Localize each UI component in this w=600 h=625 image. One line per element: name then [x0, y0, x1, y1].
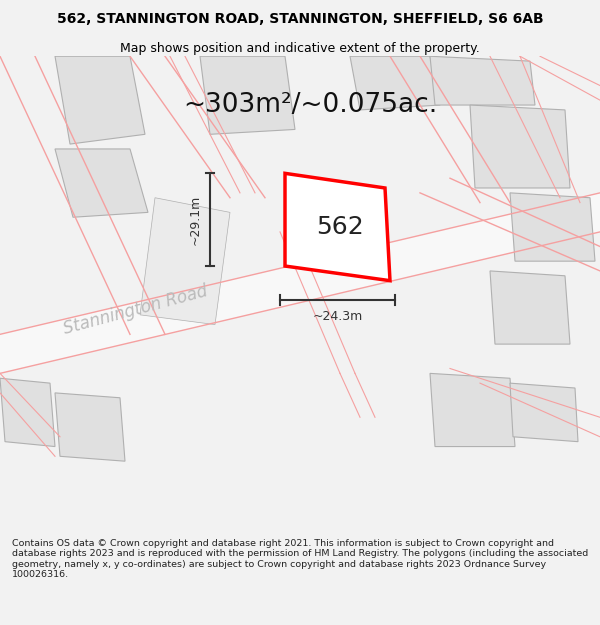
Polygon shape — [55, 56, 145, 144]
Polygon shape — [55, 149, 148, 218]
Polygon shape — [430, 373, 515, 446]
Polygon shape — [350, 56, 440, 110]
Text: ~24.3m: ~24.3m — [313, 310, 362, 323]
Polygon shape — [510, 193, 595, 261]
Text: 562: 562 — [316, 215, 364, 239]
Polygon shape — [0, 378, 55, 446]
Text: ~29.1m: ~29.1m — [189, 194, 202, 245]
Polygon shape — [470, 105, 570, 188]
Polygon shape — [490, 271, 570, 344]
Polygon shape — [510, 383, 578, 442]
Text: 562, STANNINGTON ROAD, STANNINGTON, SHEFFIELD, S6 6AB: 562, STANNINGTON ROAD, STANNINGTON, SHEF… — [56, 12, 544, 26]
Polygon shape — [285, 173, 390, 281]
Text: ~303m²/~0.075ac.: ~303m²/~0.075ac. — [183, 92, 437, 118]
Text: Contains OS data © Crown copyright and database right 2021. This information is : Contains OS data © Crown copyright and d… — [12, 539, 588, 579]
Polygon shape — [140, 198, 230, 324]
Polygon shape — [55, 393, 125, 461]
Polygon shape — [0, 193, 600, 373]
Text: Stannington Road: Stannington Road — [61, 282, 209, 338]
Text: Map shows position and indicative extent of the property.: Map shows position and indicative extent… — [120, 42, 480, 55]
Polygon shape — [200, 56, 295, 134]
Polygon shape — [430, 56, 535, 105]
